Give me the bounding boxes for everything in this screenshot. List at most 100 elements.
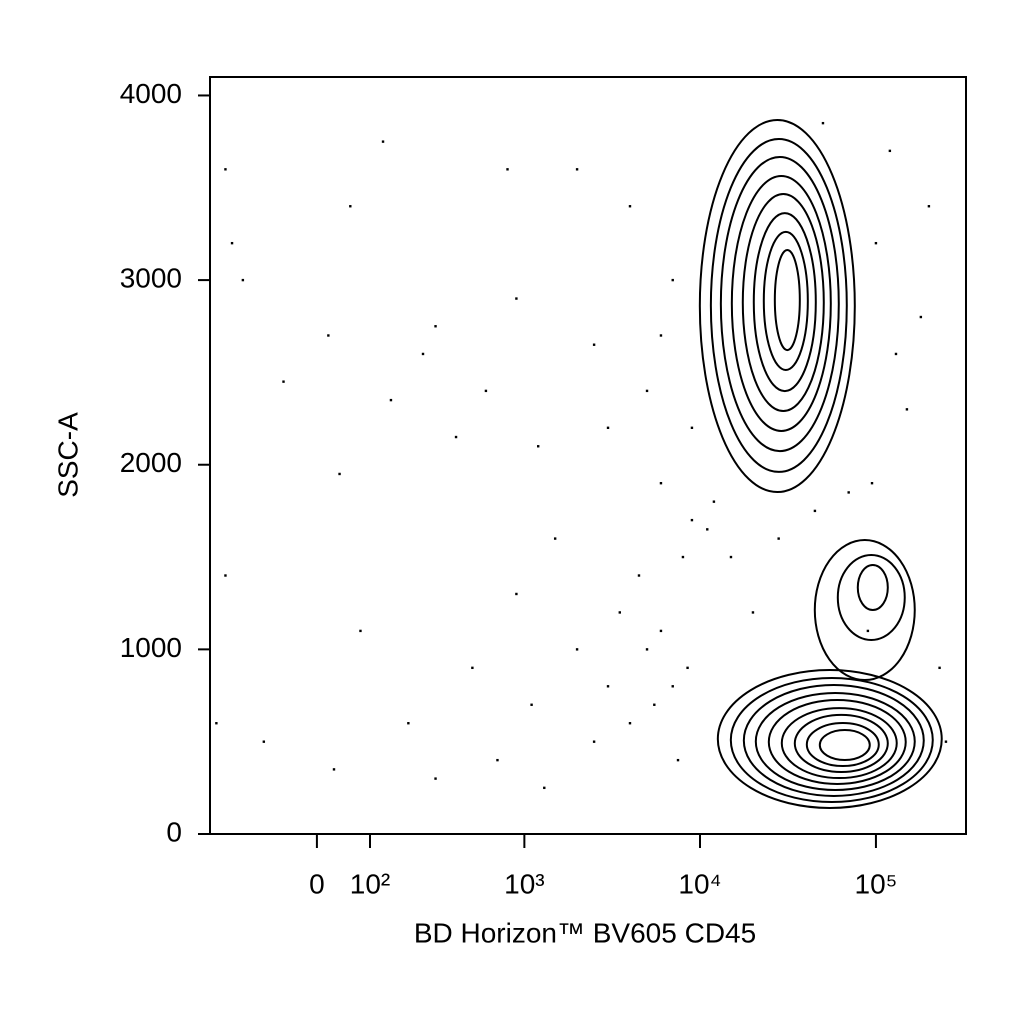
event-dot <box>506 168 509 171</box>
event-dot <box>919 315 923 319</box>
x-tick-label: 10⁵ <box>855 868 898 899</box>
event-dot <box>671 685 674 688</box>
event-dot <box>338 472 341 476</box>
event-dot <box>530 703 533 706</box>
event-dot <box>659 334 663 337</box>
event-dot <box>870 481 874 485</box>
x-axis-label: BD Horizon™ BV605 CD45 <box>414 917 756 948</box>
event-dot <box>671 278 674 282</box>
event-dot <box>434 777 437 780</box>
event-dot <box>712 500 716 503</box>
event-dot <box>706 528 709 531</box>
y-axis-label: SSC-A <box>52 412 83 498</box>
contour-ring <box>773 249 801 352</box>
contour-ring <box>805 722 880 768</box>
event-dot <box>653 703 656 706</box>
event-dot <box>888 149 892 153</box>
event-dot <box>659 481 663 485</box>
event-dot <box>927 205 931 208</box>
event-dot <box>645 648 649 651</box>
event-dot <box>592 740 596 743</box>
event-dot <box>751 611 755 614</box>
event-dot <box>496 758 499 762</box>
event-dot <box>407 722 410 725</box>
event-dot <box>575 648 579 651</box>
event-dot <box>349 205 352 208</box>
event-dot <box>282 380 285 383</box>
event-dot <box>686 666 689 670</box>
contour-ring <box>752 212 817 393</box>
plot-frame <box>209 76 967 835</box>
event-dot <box>224 574 227 577</box>
event-dot <box>874 241 878 245</box>
event-dot <box>729 555 733 559</box>
event-dot <box>813 509 817 513</box>
event-dot <box>847 491 850 494</box>
event-dot <box>553 537 557 540</box>
contour-ring <box>813 539 916 682</box>
x-tick-label: 10⁴ <box>678 868 721 899</box>
event-dot <box>484 389 488 393</box>
contour-ring <box>818 729 871 761</box>
event-dot <box>471 666 474 670</box>
contour-ring <box>698 119 856 494</box>
contour-ring <box>767 698 907 785</box>
event-dot <box>659 629 663 633</box>
y-tick-label: 2000 <box>120 447 182 478</box>
contour-ring <box>716 669 943 809</box>
event-dot <box>866 629 870 633</box>
event-dot <box>262 740 266 743</box>
contour-ring <box>709 138 848 473</box>
contour-ring <box>729 676 934 804</box>
event-dot <box>637 574 641 577</box>
event-dot <box>628 722 632 725</box>
event-dot <box>681 555 685 559</box>
contour-ring <box>754 691 916 792</box>
event-dot <box>389 398 393 402</box>
event-dot <box>215 722 218 725</box>
event-dot <box>938 666 941 670</box>
event-dot <box>381 140 385 143</box>
event-dot <box>676 758 680 762</box>
contour-ring <box>719 155 840 453</box>
contour-ring <box>762 230 809 372</box>
event-dot <box>821 121 825 125</box>
event-dot <box>327 334 330 337</box>
event-dot <box>359 629 362 633</box>
y-tick-label: 1000 <box>120 632 182 663</box>
event-dot <box>690 426 694 430</box>
y-tick-label: 0 <box>166 816 182 847</box>
contour-ring <box>780 707 898 780</box>
event-dot <box>606 426 610 430</box>
event-dot <box>515 297 518 300</box>
contour-ring <box>793 713 889 773</box>
event-dot <box>606 685 610 688</box>
event-dot <box>575 168 579 171</box>
event-dot <box>230 241 234 245</box>
event-dot <box>592 343 596 346</box>
event-dot <box>543 786 546 790</box>
event-dot <box>618 611 621 614</box>
contour-ring <box>836 554 906 641</box>
event-dot <box>241 278 245 282</box>
event-dot <box>332 768 336 771</box>
contour-ring <box>730 174 832 432</box>
x-tick-label: 10² <box>350 868 390 899</box>
event-dot <box>645 389 649 393</box>
event-dot <box>944 740 948 743</box>
y-tick-label: 3000 <box>120 262 182 293</box>
contour-ring <box>856 563 889 612</box>
event-dot <box>905 408 909 411</box>
event-dot <box>421 352 425 356</box>
event-dot <box>515 592 518 596</box>
event-dot <box>628 205 632 208</box>
event-dot <box>454 435 458 439</box>
y-tick-label: 4000 <box>120 78 182 109</box>
event-dot <box>224 168 227 171</box>
event-dot <box>536 445 540 448</box>
event-dot <box>690 518 694 522</box>
event-dot <box>434 325 437 328</box>
event-dot <box>894 352 898 356</box>
x-tick-label: 0 <box>309 868 325 899</box>
